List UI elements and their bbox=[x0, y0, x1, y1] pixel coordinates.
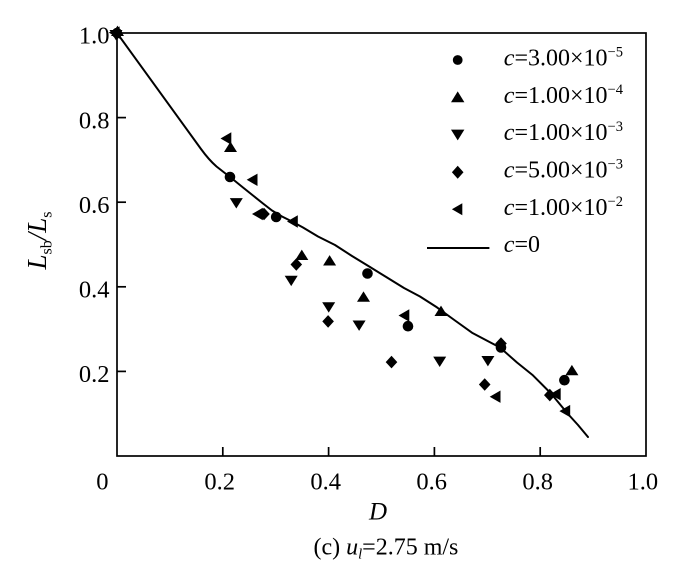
svg-text:0.2: 0.2 bbox=[79, 361, 110, 388]
svg-text:0: 0 bbox=[96, 469, 108, 496]
svg-text:0.6: 0.6 bbox=[79, 192, 110, 219]
svg-text:1.0: 1.0 bbox=[627, 469, 658, 496]
svg-text:0.6: 0.6 bbox=[416, 469, 447, 496]
svg-text:0.4: 0.4 bbox=[310, 469, 341, 496]
svg-text:c=1.00×10−3: c=1.00×10−3 bbox=[504, 119, 623, 146]
svg-text:0.4: 0.4 bbox=[79, 277, 110, 304]
svg-text:0.2: 0.2 bbox=[204, 469, 235, 496]
svg-text:c=0: c=0 bbox=[504, 232, 540, 258]
svg-text:c=1.00×10−2: c=1.00×10−2 bbox=[504, 194, 623, 221]
svg-text:c=5.00×10−3: c=5.00×10−3 bbox=[504, 157, 623, 184]
svg-text:Lsb/Ls: Lsb/Ls bbox=[22, 211, 56, 270]
svg-text:c=3.00×10−5: c=3.00×10−5 bbox=[504, 45, 623, 72]
svg-text:(c) ul=2.75 m/s: (c) ul=2.75 m/s bbox=[314, 535, 459, 563]
svg-text:c=1.00×10−4: c=1.00×10−4 bbox=[504, 82, 624, 109]
svg-text:0.8: 0.8 bbox=[522, 469, 553, 496]
svg-text:1.0: 1.0 bbox=[79, 23, 110, 50]
svg-text:D: D bbox=[368, 499, 387, 526]
svg-text:0.8: 0.8 bbox=[79, 108, 110, 135]
